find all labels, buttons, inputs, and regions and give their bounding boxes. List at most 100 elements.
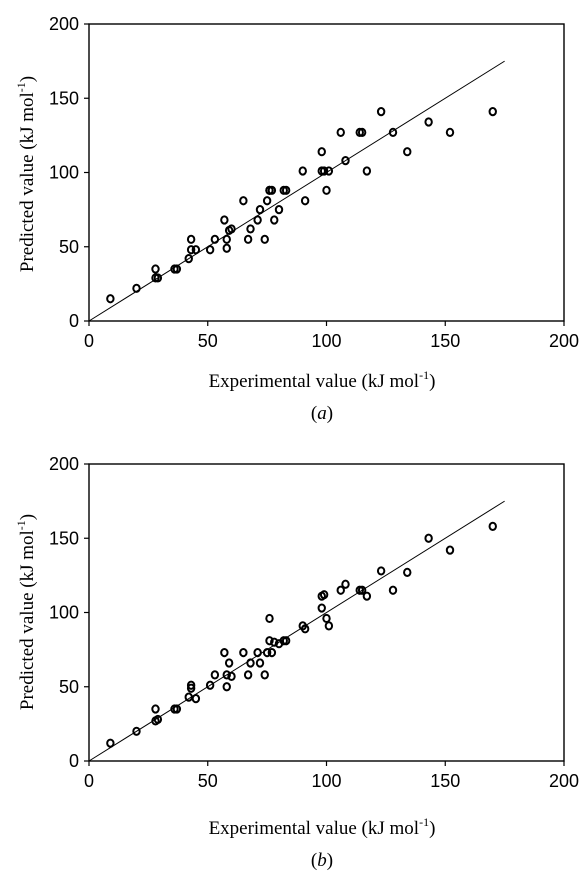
y-tick-label: 200 — [49, 14, 79, 34]
data-point — [424, 533, 433, 543]
data-point — [298, 166, 307, 176]
data-point — [153, 273, 163, 283]
panel-label: (a) — [311, 403, 333, 424]
y-ticks: 0 50 100 150 200 — [49, 454, 89, 771]
data-point — [222, 670, 231, 680]
y-ticks: 0 50 100 150 200 — [49, 14, 89, 331]
data-point — [262, 647, 272, 658]
data-point — [362, 166, 372, 176]
data-point — [151, 264, 160, 274]
data-point — [205, 680, 215, 690]
x-axis-title: Experimental value (kJ mol-1) — [209, 815, 436, 839]
data-point — [336, 127, 345, 138]
data-point — [186, 680, 196, 690]
y-axis-title: Predicted value (kJ mol-1) — [14, 514, 38, 710]
data-point — [267, 647, 277, 658]
data-point — [222, 682, 231, 692]
data-point — [186, 234, 196, 244]
data-point — [388, 127, 398, 138]
data-point — [270, 215, 279, 225]
x-tick-label: 150 — [430, 771, 460, 791]
data-point — [172, 704, 182, 714]
data-point — [267, 185, 277, 195]
y-tick-label: 200 — [49, 454, 79, 474]
data-point — [262, 196, 272, 206]
reference-line — [88, 60, 505, 322]
data-point — [153, 714, 163, 725]
data-point — [106, 294, 115, 304]
x-tick-label: 100 — [311, 771, 341, 791]
data-point — [227, 671, 236, 681]
data-point — [319, 590, 329, 600]
data-point — [357, 585, 367, 595]
data-point — [403, 567, 412, 578]
data-point — [260, 234, 269, 244]
data-point — [445, 545, 455, 555]
data-point — [246, 658, 255, 668]
data-point — [336, 585, 345, 595]
data-point — [445, 127, 455, 138]
data-point — [106, 738, 115, 748]
data-point — [243, 670, 253, 680]
x-tick-label: 100 — [311, 331, 341, 351]
x-tick-label: 200 — [549, 771, 579, 791]
data-point — [224, 658, 234, 668]
data-point — [322, 185, 331, 195]
data-point — [186, 245, 196, 255]
data-point — [255, 658, 265, 668]
data-point — [243, 234, 253, 244]
x-axis-title: Experimental value (kJ mol-1) — [209, 368, 436, 392]
x-tick-label: 0 — [84, 771, 94, 791]
data-point — [210, 670, 220, 680]
y-tick-label: 50 — [59, 237, 79, 257]
data-point — [341, 579, 350, 589]
data-point — [239, 647, 248, 658]
data-point — [403, 147, 412, 157]
data-point — [151, 704, 160, 714]
data-point — [357, 127, 367, 138]
data-point — [220, 647, 229, 658]
data-point — [270, 637, 279, 647]
data-point — [260, 670, 269, 680]
data-point — [184, 692, 193, 702]
x-tick-label: 0 — [84, 331, 94, 351]
panel-label: (b) — [311, 850, 333, 871]
data-point — [362, 591, 372, 601]
data-point — [222, 234, 231, 244]
data-point — [132, 283, 141, 293]
data-point — [388, 585, 398, 595]
data-point — [253, 647, 262, 658]
data-point — [300, 624, 310, 634]
chart-panel-b: 0 50 100 150 200 0 50 100 150 200 Experimental v… — [14, 454, 579, 871]
data-point — [227, 224, 236, 234]
x-tick-label: 50 — [198, 771, 218, 791]
y-tick-label: 150 — [49, 88, 79, 108]
x-tick-label: 150 — [430, 331, 460, 351]
data-point — [220, 215, 229, 225]
data-point — [191, 245, 201, 255]
y-axis-title: Predicted value (kJ mol-1) — [14, 76, 38, 272]
data-point — [424, 117, 433, 127]
data-point — [210, 234, 220, 244]
data-point — [222, 243, 231, 253]
data-point — [191, 694, 201, 704]
data-point — [341, 156, 350, 166]
data-point — [317, 147, 326, 157]
y-tick-label: 100 — [49, 163, 79, 183]
data-point — [246, 224, 255, 234]
data-point — [265, 636, 274, 646]
data-point — [488, 107, 497, 117]
data-point — [265, 613, 274, 624]
data-point — [376, 566, 386, 576]
data-point — [281, 185, 291, 195]
x-tick-label: 200 — [549, 331, 579, 351]
reference-line — [88, 500, 505, 762]
y-tick-label: 50 — [59, 677, 79, 697]
x-tick-label: 50 — [198, 331, 218, 351]
data-point — [324, 166, 334, 176]
data-point — [205, 245, 215, 255]
y-tick-label: 0 — [69, 311, 79, 331]
data-point — [322, 613, 331, 624]
data-point — [132, 726, 141, 736]
